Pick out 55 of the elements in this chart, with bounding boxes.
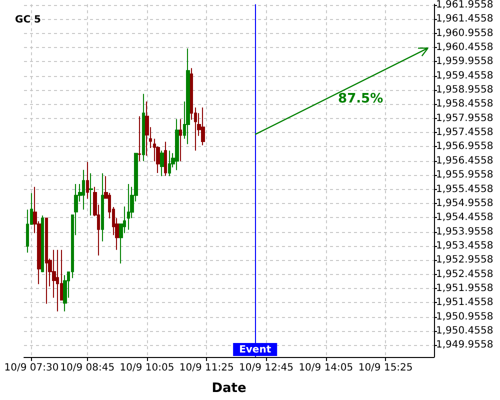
candlestick (63, 274, 67, 312)
candlestick (101, 172, 104, 242)
ref-line-label: Event (239, 344, 272, 356)
y-tick-label: 1,953.9558 (436, 226, 494, 238)
y-tick-label: 1,956.4558 (436, 155, 494, 166)
y-tick-label: 1,960.4558 (436, 42, 494, 54)
candlestick (160, 150, 164, 177)
candlestick (179, 118, 182, 162)
y-tick-label: 1,955.4558 (436, 184, 494, 195)
candlestick (142, 93, 145, 162)
annotation: 87.5% (338, 91, 384, 106)
y-tick-label: 1,952.9558 (436, 254, 494, 266)
y-tick-label: 1,951.4558 (436, 297, 494, 308)
candlestick (41, 215, 44, 273)
y-tick-label: 1,955.9558 (436, 170, 494, 181)
candlestick (175, 118, 179, 171)
candlestick (186, 48, 190, 145)
candlestick (168, 150, 171, 177)
x-tick-label: 10/9 08:45 (60, 362, 115, 374)
candlestick (138, 116, 141, 162)
y-tick-label: 1,950.4558 (436, 326, 494, 337)
x-tick-label: 10/9 12:45 (239, 362, 294, 374)
y-tick-label: 1,954.4558 (436, 212, 494, 224)
y-tick-label: 1,961.9558 (436, 0, 494, 10)
y-tick-label: 1,958.4558 (436, 98, 494, 110)
y-tick-label: 1,958.9558 (436, 84, 494, 96)
candlestick (86, 161, 89, 200)
candlestick (82, 169, 85, 210)
y-tick-label: 1,960.9558 (436, 28, 494, 39)
candlestick (127, 184, 130, 230)
y-tick-label: 1,961.4558 (436, 14, 494, 25)
candlestick (56, 249, 59, 312)
y-tick-label: 1,949.9558 (436, 340, 494, 351)
y-tick-label: 1,959.9558 (436, 56, 494, 68)
x-tick-label: 10/9 10:05 (120, 362, 174, 374)
y-tick-label: 1,951.9558 (436, 283, 494, 294)
x-axis-title: Date (212, 381, 246, 396)
candlestick (45, 218, 48, 304)
y-tick-label: 1,957.9558 (436, 112, 494, 124)
x-tick-label: 10/9 11:25 (179, 362, 234, 374)
candlestick (201, 107, 205, 146)
y-tick-label: 1,950.9558 (436, 311, 494, 322)
candlestick (164, 141, 167, 176)
text: GC 5 (15, 14, 42, 26)
candlestick (89, 172, 93, 216)
y-tick-label: 1,953.4558 (436, 240, 494, 252)
y-tick-label: 1,952.4558 (436, 268, 494, 280)
x-tick-label: 10/9 15:25 (358, 362, 413, 374)
y-tick-label: 1,954.9558 (436, 198, 494, 209)
y-tick-label: 1,956.9558 (436, 141, 494, 152)
candlestick (145, 101, 149, 156)
x-tick-label: 10/9 07:30 (4, 362, 59, 374)
y-tick-label: 1,957.4558 (436, 127, 494, 138)
y-tick-label: 1,959.4558 (436, 70, 494, 82)
x-tick-label: 10/9 14:05 (298, 362, 354, 374)
